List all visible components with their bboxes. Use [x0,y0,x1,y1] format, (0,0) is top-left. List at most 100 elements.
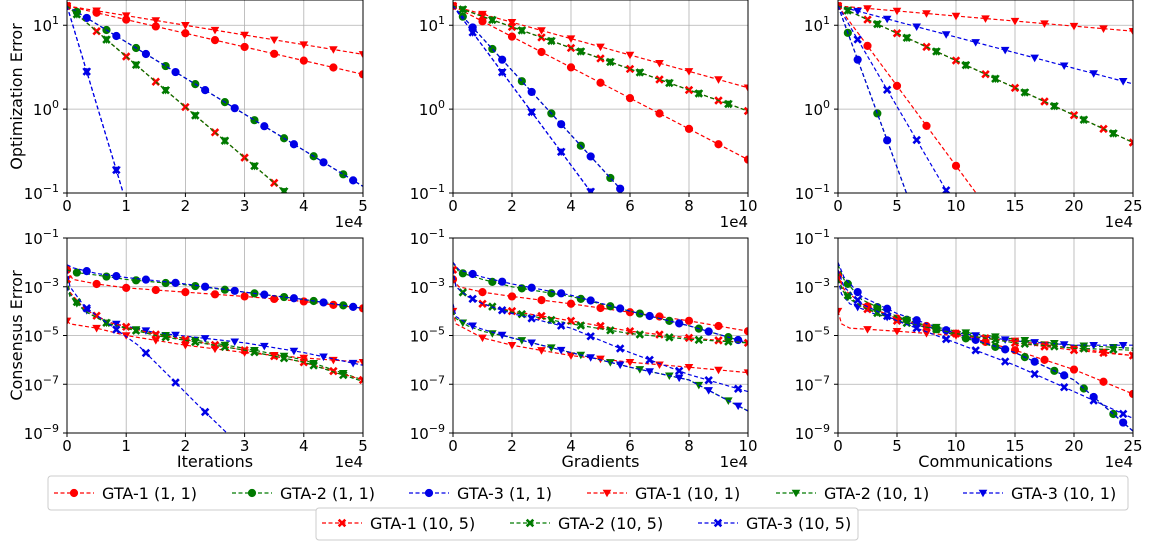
data-point [122,283,131,292]
data-point [704,376,713,385]
data-point [951,161,961,170]
data-point [902,33,912,43]
data-point [121,12,131,20]
data-point [556,321,566,330]
data-point [714,321,723,331]
x-offset-label: 1e4 [720,453,748,471]
x-offset-label: 1e4 [1105,453,1133,471]
axes-frame [66,0,364,194]
axes-frame [837,0,1134,194]
data-point [596,43,605,52]
data-point [171,331,180,340]
data-point [606,57,615,67]
legend-marker [424,488,434,498]
y-tick-label: 10−5 [410,325,445,346]
data-point [981,15,990,23]
x-tick-label: 3 [240,197,250,215]
data-point [694,335,704,345]
data-point [991,74,1000,83]
data-point [838,1,843,11]
data-point [458,5,468,14]
legend-marker [69,488,79,498]
x-tick-label: 5 [892,437,902,455]
data-point [72,10,82,19]
data-point [1050,342,1059,351]
data-point [1030,369,1039,379]
legend-item: GTA-3 (10, 5) [698,514,851,533]
x-tick-label: 4 [566,197,576,215]
data-point [507,292,517,301]
series-gta-3-10-1 [67,286,363,368]
series-gta-1-1-1 [453,275,748,336]
x-tick-label: 3 [240,437,250,455]
data-point [1059,62,1069,70]
legend-label: GTA-2 (10, 5) [558,514,663,533]
y-axis-label: Consensus Error [7,270,26,401]
x-tick-label: 25 [1123,437,1142,455]
data-point [181,341,190,350]
data-point [557,120,566,129]
y-tick-label: 10−9 [795,422,830,443]
y-tick-label: 10−3 [24,276,59,297]
y-tick-label: 10−7 [24,373,59,394]
data-point [329,46,338,54]
data-point [1118,409,1128,419]
data-point [743,369,748,377]
data-point [684,124,694,133]
x-tick-label: 0 [833,197,843,215]
data-point [655,330,664,339]
data-point [171,67,180,77]
data-point [586,152,595,161]
legend-label: GTA-1 (10, 1) [635,484,740,503]
data-point [1030,54,1039,63]
series-line [67,269,228,433]
data-point [1020,337,1030,345]
x-tick-label: 6 [625,197,635,215]
data-point [625,94,635,103]
data-point [714,76,723,84]
data-point [112,320,121,329]
data-point [694,89,704,98]
data-point [1040,342,1049,351]
data-point [724,99,733,109]
data-point [82,13,91,23]
data-point [171,278,180,287]
data-point [853,7,862,16]
data-point [971,332,980,340]
legend-marker [525,518,535,528]
data-point [883,136,892,145]
x-tick-label: 10 [738,197,757,215]
data-point [329,63,338,72]
data-point [1109,345,1118,354]
y-tick-label: 10−3 [410,276,445,297]
data-point [151,285,160,295]
data-point [596,321,605,331]
data-point [912,135,921,145]
data-point [537,47,546,57]
panel-iterations-optimization: 0 1 2 3 4 5 10−1 100 101 1e4 Optimization Error [7,0,368,231]
data-point [853,288,862,297]
data-point [892,7,902,16]
series-line [67,286,363,381]
data-point [339,170,348,179]
y-tick-label: 10−9 [410,422,445,443]
data-point [270,49,279,58]
legend-marker [337,518,347,528]
data-point [616,184,625,193]
data-point [733,402,743,411]
data-point [1128,351,1133,360]
data-point [191,337,200,347]
data-point [269,36,279,45]
data-point [1109,129,1118,138]
data-point [82,304,91,313]
data-point [743,106,748,116]
data-point [586,187,595,193]
x-tick-label: 5 [892,197,902,215]
series-line [67,5,363,187]
series-gta-1-10-1 [453,307,748,377]
series-gta-3-10-1 [453,303,748,412]
data-point [200,407,210,417]
series-gta-3-10-5 [67,269,228,433]
data-point [645,355,654,365]
data-point [902,316,912,325]
